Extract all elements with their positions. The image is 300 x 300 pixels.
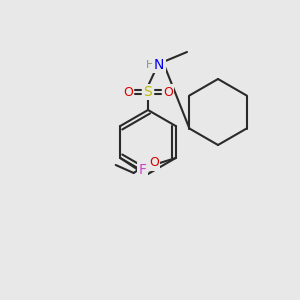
Text: S: S (144, 85, 152, 99)
Text: H: H (146, 60, 154, 70)
Text: O: O (149, 157, 159, 169)
Text: O: O (163, 85, 173, 98)
Text: F: F (138, 163, 146, 177)
Text: N: N (154, 58, 164, 72)
Text: O: O (123, 85, 133, 98)
